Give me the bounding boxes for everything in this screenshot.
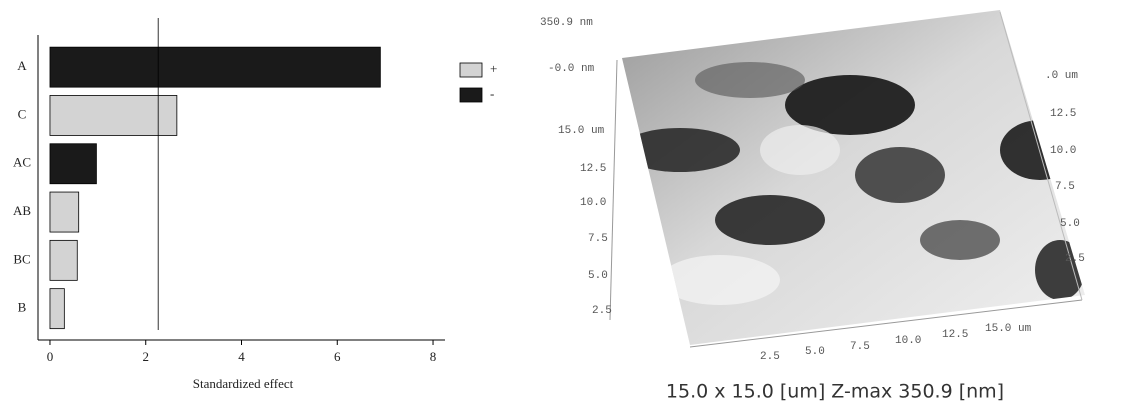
afm-texture (622, 62, 1085, 305)
bar (49, 191, 80, 233)
bar (49, 95, 178, 136)
x-axis-label: Standardized effect (193, 376, 294, 391)
afm-label: 12.5 (1050, 108, 1076, 120)
afm-axis (609, 59, 618, 321)
afm-label: -0.0 nm (548, 63, 595, 75)
y-tick-label: AC (13, 155, 31, 170)
y-tick-label: B (18, 300, 27, 315)
afm-label: 2.5 (760, 351, 780, 363)
y-tick-label: AB (13, 203, 31, 218)
afm-image: 350.9 nm -0.0 nm 15.0 um 12.5 10.0 7.5 5.0 2.5 2… (540, 10, 1085, 403)
afm-caption: 15.0 x 15.0 [um] Z-max 350.9 [nm] (666, 381, 1004, 403)
bar (49, 143, 97, 185)
afm-label: 15.0 um (558, 125, 605, 137)
afm-label: 15.0 um (985, 323, 1032, 335)
afm-axis (999, 11, 1083, 301)
legend-label: - (490, 86, 494, 101)
afm-label: 12.5 (580, 163, 606, 175)
afm-label: 10.0 (580, 197, 606, 209)
afm-label: .0 um (1045, 70, 1078, 82)
afm-label: 10.0 (895, 335, 921, 347)
x-tick-label: 8 (430, 349, 437, 364)
afm-label: 5.0 (1060, 218, 1080, 230)
afm-label: 7.5 (1055, 181, 1075, 193)
legend-swatch (459, 62, 483, 78)
afm-label: 2.5 (592, 305, 612, 317)
y-tick-label: BC (13, 251, 30, 266)
afm-axis (689, 299, 1083, 348)
bar (49, 46, 381, 88)
afm-label: 7.5 (850, 341, 870, 353)
x-tick-label: 6 (334, 349, 341, 364)
afm-label: 5.0 (588, 270, 608, 282)
y-tick-label: A (17, 58, 27, 73)
afm-label: 7.5 (588, 233, 608, 245)
afm-label: 10.0 (1050, 145, 1076, 157)
legend-label: + (490, 61, 497, 76)
afm-label: 12.5 (942, 329, 968, 341)
legend-swatch (459, 87, 483, 103)
afm-label: 2.5 (1065, 253, 1085, 265)
bar (49, 288, 65, 330)
x-tick-label: 4 (238, 349, 245, 364)
y-tick-label: C (18, 106, 27, 121)
afm-label: 5.0 (805, 346, 825, 358)
x-tick-label: 0 (47, 349, 54, 364)
x-tick-label: 2 (142, 349, 149, 364)
afm-label: 350.9 nm (540, 17, 593, 29)
bar (49, 239, 78, 281)
